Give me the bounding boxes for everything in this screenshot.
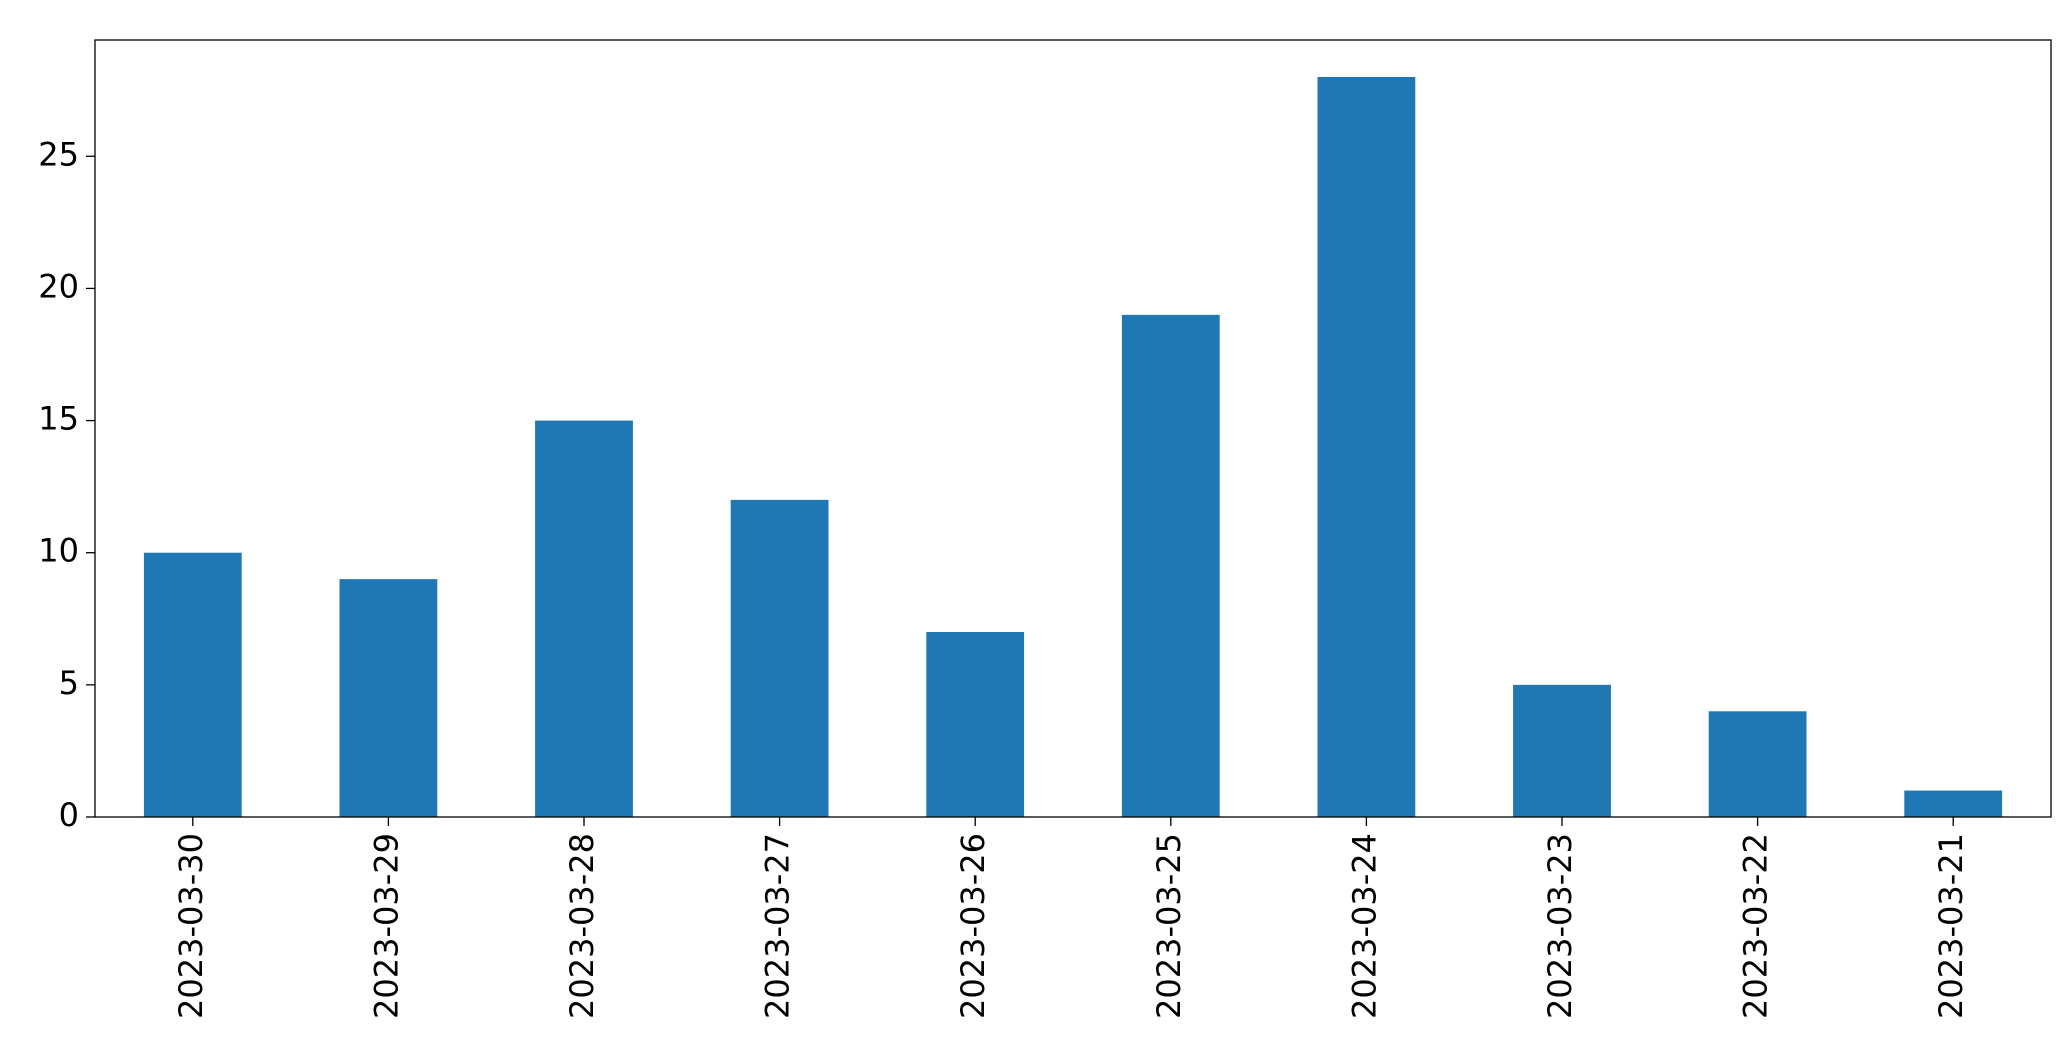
bar (1513, 684, 1611, 817)
x-tick-label: 2023-03-27 (759, 833, 797, 1019)
y-tick-label: 5 (59, 664, 79, 702)
x-tick-label: 2023-03-21 (1932, 833, 1970, 1019)
bar (143, 552, 242, 817)
x-tick-label: 2023-03-24 (1345, 833, 1383, 1019)
y-tick-label: 15 (38, 400, 79, 438)
x-tick-label: 2023-03-28 (563, 833, 601, 1019)
bar (730, 499, 829, 817)
y-tick-label: 0 (59, 796, 79, 834)
y-tick-label: 10 (38, 532, 79, 570)
bar (926, 632, 1025, 817)
bar (1904, 790, 2003, 817)
bar (1121, 314, 1220, 817)
y-tick-label: 25 (38, 135, 79, 173)
bar (1317, 77, 1416, 817)
bar (535, 420, 633, 817)
x-tick-label: 2023-03-30 (172, 833, 210, 1019)
plot-frame (94, 39, 2052, 818)
bar (339, 579, 438, 817)
x-tick-label: 2023-03-26 (954, 833, 992, 1019)
x-tick-label: 2023-03-29 (367, 833, 405, 1019)
x-tick-label: 2023-03-25 (1150, 833, 1188, 1019)
bar (1708, 711, 1807, 817)
y-tick-label: 20 (38, 267, 79, 305)
x-tick-label: 2023-03-22 (1737, 833, 1775, 1019)
x-tick-label: 2023-03-23 (1541, 833, 1579, 1019)
